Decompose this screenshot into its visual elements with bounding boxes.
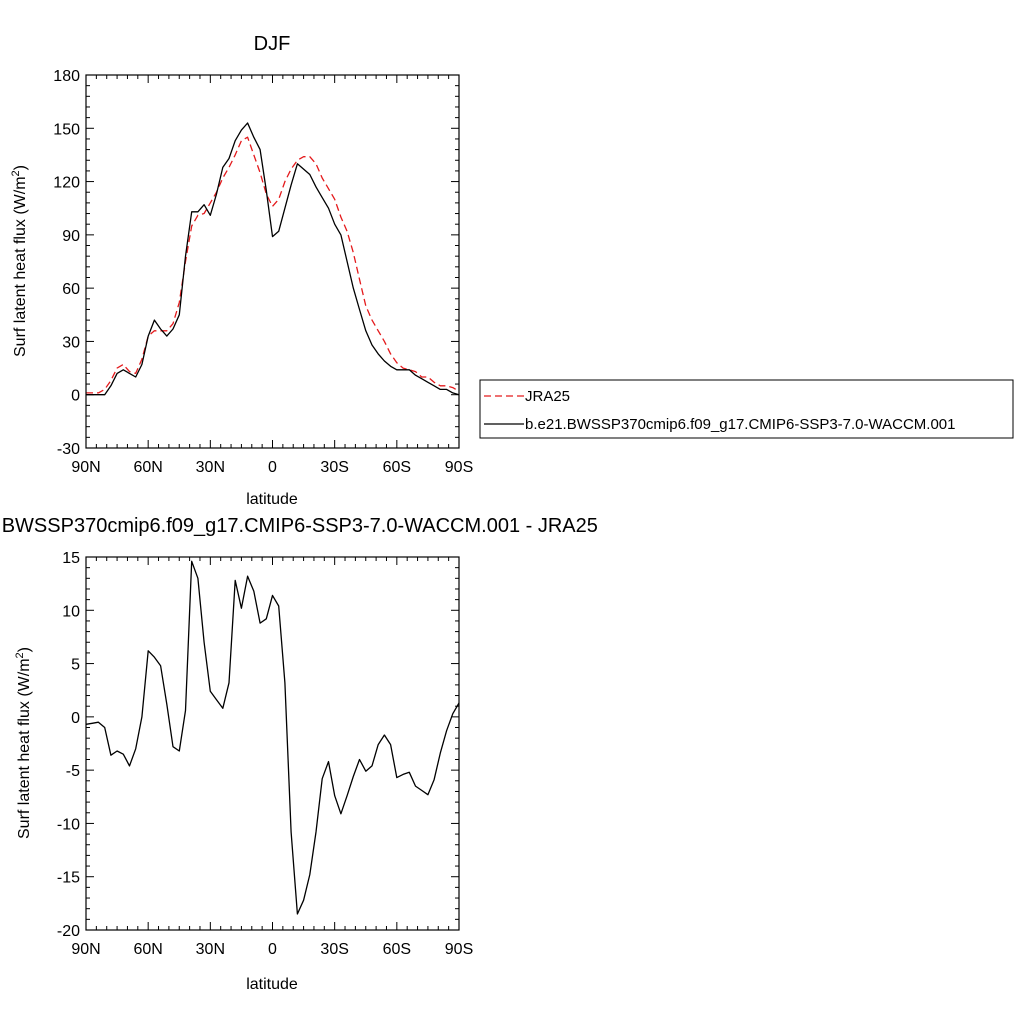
bottom-series-line-difference <box>85 560 460 915</box>
bottom-y-tick-label: 0 <box>71 710 80 727</box>
bottom-x-tick-label: 90N <box>71 941 100 958</box>
bottom-panel-y-axis-label: Surf latent heat flux (W/m2) <box>14 647 33 839</box>
top-x-tick-label: 60S <box>383 459 411 476</box>
top-panel: DJF 90N 60N 30N 0 30S 60S 90S -30 0 30 60 90 120 150 1… <box>10 33 473 508</box>
bottom-y-tick-label: -20 <box>57 923 80 940</box>
top-x-tick-label: 60N <box>133 459 162 476</box>
bottom-y-tick-label: -15 <box>57 870 80 887</box>
legend: JRA25 b.e21.BWSSP370cmip6.f09_g17.CMIP6-… <box>479 379 1014 439</box>
top-y-tick-label: 90 <box>62 228 80 245</box>
bottom-x-tick-label: 0 <box>268 941 277 958</box>
top-y-tick-label: 60 <box>62 281 80 298</box>
bottom-panel-title: b.e21.BWSSP370cmip6.f09_g17.CMIP6-SSP3-7… <box>0 515 598 537</box>
top-y-tick-label: 0 <box>71 388 80 405</box>
bottom-y-tick-label: 15 <box>62 550 80 567</box>
bottom-x-tick-label: 60S <box>383 941 411 958</box>
bottom-panel-frame <box>85 556 460 931</box>
legend-box <box>479 379 1014 439</box>
bottom-x-tick-label: 60N <box>133 941 162 958</box>
top-panel-frame <box>85 74 460 449</box>
bottom-y-tick-label: -5 <box>66 763 80 780</box>
top-x-tick-label: 30S <box>320 459 348 476</box>
top-x-tick-label: 90S <box>445 459 473 476</box>
legend-label-model: b.e21.BWSSP370cmip6.f09_g17.CMIP6-SSP3-7… <box>525 416 955 433</box>
top-y-tick-label: 180 <box>53 68 80 85</box>
bottom-x-tick-label: 90S <box>445 941 473 958</box>
top-x-tick-label: 30N <box>196 459 225 476</box>
bottom-panel: b.e21.BWSSP370cmip6.f09_g17.CMIP6-SSP3-7… <box>0 515 598 993</box>
bottom-panel-x-axis-label: latitude <box>246 976 298 993</box>
top-y-tick-label: 120 <box>53 175 80 192</box>
top-y-tick-label: 150 <box>53 121 80 138</box>
bottom-y-tick-label: 10 <box>62 603 80 620</box>
bottom-x-tick-label: 30N <box>196 941 225 958</box>
top-y-tick-label: -30 <box>57 441 80 458</box>
top-y-tick-label: 30 <box>62 334 80 351</box>
top-panel-title: DJF <box>254 33 291 55</box>
top-series-line-jra25 <box>86 136 460 394</box>
top-series-line-b-e21-bwssp370cmip6-f09- <box>86 122 460 396</box>
bottom-y-tick-label: -10 <box>57 816 80 833</box>
bottom-y-tick-label: 5 <box>71 657 80 674</box>
bottom-x-tick-label: 30S <box>320 941 348 958</box>
top-panel-x-axis-label: latitude <box>246 491 298 508</box>
top-x-tick-label: 90N <box>71 459 100 476</box>
top-panel-y-axis-label: Surf latent heat flux (W/m2) <box>10 165 29 357</box>
legend-label-jra25: JRA25 <box>525 388 570 405</box>
top-x-tick-label: 0 <box>268 459 277 476</box>
